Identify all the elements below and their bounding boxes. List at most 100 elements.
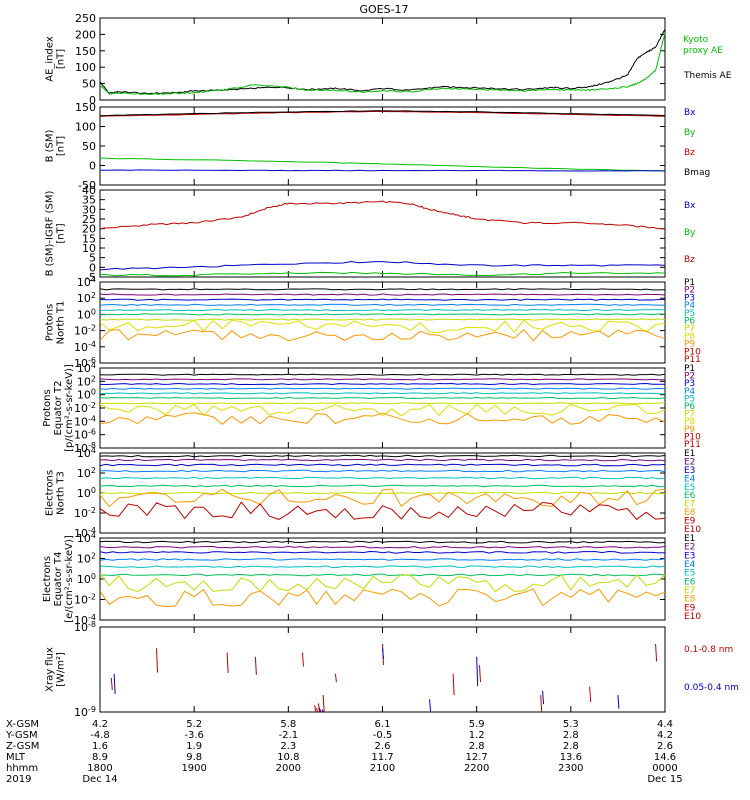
series-line <box>100 200 665 230</box>
xray-point <box>382 648 384 659</box>
legend-label: E4 <box>684 474 696 484</box>
panel-data <box>100 454 665 521</box>
legend-label: E9 <box>684 603 696 613</box>
legend-label: E1 <box>684 449 695 459</box>
ephemeris-value: 4.4 <box>657 719 673 730</box>
ephemeris-row-label: MLT <box>6 752 26 763</box>
legend-label: Bz <box>684 255 695 265</box>
y-tick-label: 10-6 <box>74 356 96 370</box>
y-axis-label: [nT] <box>56 136 67 156</box>
plot-title: GOES-17 <box>359 3 408 16</box>
y-tick-label: 100 <box>77 388 96 402</box>
channel-line <box>100 403 665 417</box>
ephemeris-value: 4.2 <box>92 719 108 730</box>
y-tick-label: 10-2 <box>74 324 96 338</box>
panel-frame <box>99 106 666 186</box>
panel-ee: 104 102 100 10-2 10-4 Electrons Equator T4 [e/(… <box>42 531 701 627</box>
panel-pn: 104 102 100 10-2 10-4 10-6 Protons North T1 P1P2… <box>45 275 702 370</box>
ephemeris-value: -4.8 <box>90 730 110 741</box>
y-tick-label: 102 <box>77 291 96 305</box>
panel-data <box>100 540 665 608</box>
ephemeris-value: -0.5 <box>373 730 393 741</box>
y-axis-label: Equator T4 <box>53 552 64 607</box>
ephemeris-row-label: Y-GSM <box>5 730 38 741</box>
panel-frame <box>99 626 666 713</box>
channel-line <box>100 298 665 301</box>
panel-data <box>100 288 665 342</box>
ephemeris-value: 1800 <box>87 763 112 774</box>
panel-en: 104 102 100 10-2 10-4 Electrons North T3 E1E2E3… <box>45 446 702 540</box>
legend-label: E3 <box>684 466 695 476</box>
ephemeris-value: 14.6 <box>654 752 676 763</box>
channel-line <box>100 378 665 381</box>
ephemeris-value: -3.6 <box>184 730 204 741</box>
y-axis-label: Equator T2 <box>53 381 64 436</box>
legend-label: Bx <box>684 108 696 118</box>
channel-line <box>100 288 665 291</box>
y-tick-label: 0 <box>89 261 96 274</box>
xray-point <box>301 652 304 667</box>
channel-line <box>100 373 665 376</box>
ephemeris-value: 2000 <box>276 763 301 774</box>
xray-point <box>110 677 113 691</box>
xray-point <box>316 707 319 712</box>
y-axis-label: [W/m²] <box>56 652 67 687</box>
ephemeris-value: 4.2 <box>657 730 673 741</box>
y-axis-label: North T3 <box>56 471 67 515</box>
legend-label: P10 <box>684 432 701 442</box>
y-tick-label: 10-2 <box>74 506 96 520</box>
y-tick-label: 150 <box>75 45 96 58</box>
xray-point <box>113 673 116 695</box>
channel-line <box>100 396 665 400</box>
channel-line <box>100 318 665 321</box>
channel-line <box>100 402 665 405</box>
xray-point <box>589 686 592 703</box>
channel-line <box>100 382 665 386</box>
ephemeris-value: 13.6 <box>560 752 582 763</box>
legend-label: 0.05-0.4 nm <box>684 683 739 693</box>
ephemeris-value: 5.2 <box>186 719 202 730</box>
channel-line <box>100 454 665 458</box>
legend-label: E9 <box>684 517 696 527</box>
series-line <box>100 157 665 172</box>
xray-point <box>452 673 455 696</box>
y-axis-label: B (SM)-IGRF (SM) <box>45 191 56 277</box>
legend-label: Bx <box>684 201 696 211</box>
panel-xray: 10-8 10-9 Xray flux [W/m²] 0.1-0.8 nm 0.05-0.… <box>45 620 739 719</box>
y-axis-label: Xray flux <box>45 647 56 692</box>
channel-line <box>100 412 665 425</box>
legend-label: Bz <box>684 148 695 158</box>
y-tick-label: 10-8 <box>74 441 96 455</box>
xray-point <box>334 673 337 683</box>
channel-line <box>100 491 665 495</box>
legend-label: P4 <box>684 301 695 311</box>
y-tick-label: 100 <box>77 572 96 586</box>
panel-frame <box>99 537 666 621</box>
legend-label: E1 <box>684 534 695 544</box>
y-axis-label: B (SM) <box>45 129 56 162</box>
y-tick-label: 150 <box>75 101 96 114</box>
xray-point <box>254 656 257 675</box>
y-axis-label: [e/(cm²-s-sr-keV)] <box>64 535 75 623</box>
y-tick-label: 10-8 <box>74 620 96 634</box>
y-tick-label: 20 <box>82 223 96 236</box>
y-axis-label: [nT] <box>56 49 67 69</box>
ephemeris-value: 5.3 <box>563 719 579 730</box>
y-tick-label: 50 <box>82 78 96 91</box>
ephemeris-value: 2200 <box>464 763 489 774</box>
channel-line <box>100 488 665 508</box>
channel-line <box>100 501 665 521</box>
y-tick-label: -5 <box>85 271 96 284</box>
channel-line <box>100 463 665 467</box>
y-tick-label: 104 <box>77 361 96 375</box>
legend-label: E6 <box>684 577 696 587</box>
legend-label: P10 <box>684 347 701 357</box>
ephemeris-value: 8.9 <box>92 752 108 763</box>
channel-line <box>100 328 665 342</box>
series-line <box>100 32 665 95</box>
xray-point <box>226 652 229 673</box>
series-line <box>100 110 665 117</box>
